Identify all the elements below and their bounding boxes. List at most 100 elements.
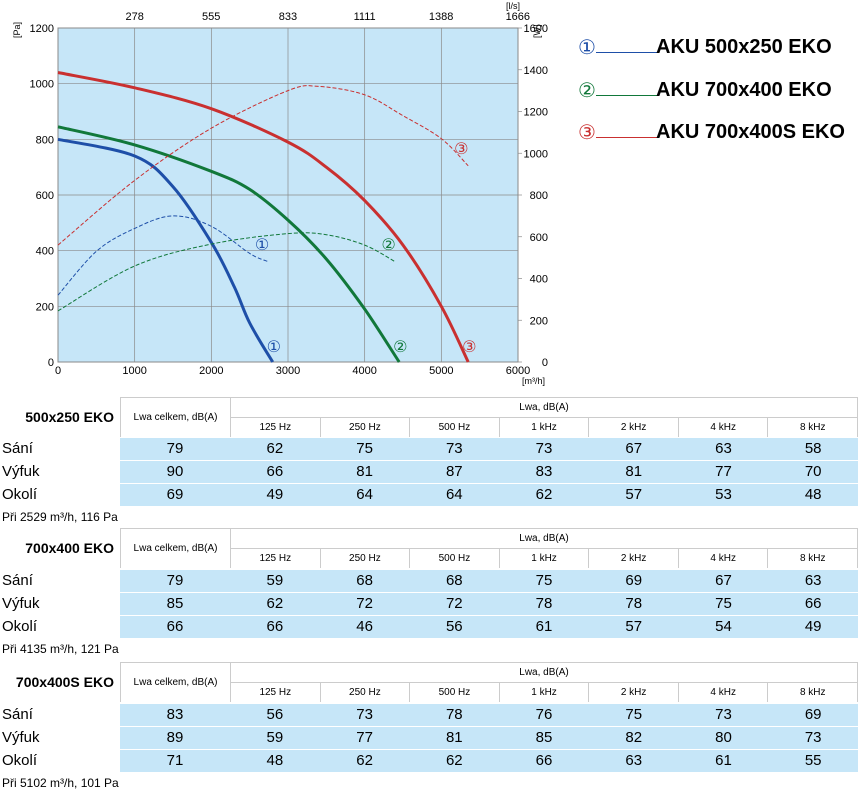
legend-item-series-3: ③ AKU 700x400S EKO — [578, 120, 866, 150]
band-cell: 75 — [625, 706, 643, 723]
freq-header: 8 kHz — [767, 548, 859, 568]
power-curve-series-3 — [57, 85, 469, 246]
x-tick-label: 0 — [55, 365, 61, 377]
y-left-tick-label: 0 — [48, 357, 54, 369]
band-cell: 81 — [625, 463, 643, 480]
y-right-tick-label: 200 — [530, 315, 548, 327]
band-cell: 73 — [535, 440, 553, 457]
row-label: Okolí — [2, 618, 38, 635]
y-left-tick-label: 400 — [36, 246, 54, 258]
y-right-tick-label: 400 — [530, 274, 548, 286]
x-tick-label: 2000 — [199, 365, 223, 377]
total-cell: 79 — [166, 572, 184, 589]
pressure-curve-marker-1: ① — [267, 339, 281, 356]
freq-header: 2 kHz — [588, 682, 678, 702]
y-right-tick-label: 1000 — [524, 148, 548, 160]
freq-header: 125 Hz — [230, 682, 320, 702]
total-level-header: Lwa celkem, dB(A) — [120, 397, 230, 437]
operating-point-note: Při 2529 m³/h, 116 Pa — [2, 510, 118, 524]
band-cell: 48 — [266, 752, 284, 769]
freq-header: 4 kHz — [677, 417, 768, 437]
x-tick-label: 6000 — [506, 365, 530, 377]
x-top-tick-label: 555 — [202, 11, 220, 23]
band-cell: 82 — [625, 729, 643, 746]
band-cell: 62 — [445, 752, 463, 769]
band-cell: 57 — [625, 486, 643, 503]
legend-swatch-3 — [596, 137, 658, 138]
band-cell: 70 — [804, 463, 822, 480]
band-cell: 55 — [804, 752, 822, 769]
table-row: Výfuk 90 66 81 87 83 81 77 70 — [0, 461, 858, 483]
band-cell: 67 — [715, 572, 732, 589]
table-title: 700x400 EKO — [25, 540, 114, 556]
legend-label-3: AKU 700x400S EKO — [656, 121, 845, 143]
freq-header: 1 kHz — [498, 548, 589, 568]
row-label: Výfuk — [2, 463, 40, 480]
band-cell: 80 — [715, 729, 732, 746]
y-left-tick-label: 200 — [36, 301, 54, 313]
legend-swatch-1 — [596, 52, 658, 53]
table-row: Sání 79 62 75 73 73 67 63 58 — [0, 438, 858, 460]
x-top-unit-label: [l/s] — [506, 1, 520, 11]
band-cell: 57 — [625, 618, 643, 635]
band-cell: 63 — [625, 752, 643, 769]
y-right-unit-label: [W] — [532, 25, 542, 39]
total-cell: 83 — [166, 706, 184, 723]
y-right-tick-label: 600 — [530, 232, 548, 244]
band-cell: 49 — [804, 618, 822, 635]
power-curve-series-1 — [57, 215, 270, 296]
power-curve-series-2 — [57, 232, 396, 312]
x-top-tick-label: 1666 — [506, 11, 530, 23]
band-cell: 77 — [356, 729, 373, 746]
x-tick-label: 1000 — [122, 365, 146, 377]
band-cell: 68 — [445, 572, 463, 589]
freq-header: 250 Hz — [319, 417, 410, 437]
freq-header: 500 Hz — [409, 682, 499, 702]
freq-header: 500 Hz — [409, 548, 499, 568]
total-cell: 85 — [166, 595, 184, 612]
band-cell: 78 — [625, 595, 643, 612]
row-label: Výfuk — [2, 595, 40, 612]
band-cell: 53 — [715, 486, 732, 503]
table-title: 500x250 EKO — [25, 409, 114, 425]
band-cell: 49 — [266, 486, 284, 503]
table-row: Sání 83 56 73 78 76 75 73 69 — [0, 704, 858, 726]
band-cell: 69 — [625, 572, 643, 589]
legend-label-1: AKU 500x250 EKO — [656, 36, 832, 58]
band-cell: 85 — [535, 729, 553, 746]
freq-header: 8 kHz — [767, 417, 859, 437]
freq-header: 2 kHz — [588, 417, 678, 437]
freq-header: 500 Hz — [409, 417, 499, 437]
freq-header: 4 kHz — [677, 548, 768, 568]
row-label: Okolí — [2, 752, 38, 769]
band-level-header: Lwa, dB(A) — [230, 662, 858, 682]
band-cell: 75 — [535, 572, 553, 589]
band-cell: 87 — [445, 463, 463, 480]
band-cell: 63 — [804, 572, 822, 589]
legend-item-series-1: ① AKU 500x250 EKO — [578, 35, 866, 65]
legend-item-series-2: ② AKU 700x400 EKO — [578, 78, 866, 108]
power-curve-marker-3: ③ — [454, 141, 468, 158]
x-top-tick-label: 1111 — [354, 11, 376, 23]
band-cell: 76 — [535, 706, 553, 723]
x-bottom-unit-label: [m³/h] — [522, 376, 545, 386]
band-cell: 48 — [804, 486, 822, 503]
legend-swatch-2 — [596, 95, 658, 96]
freq-header: 4 kHz — [677, 682, 768, 702]
y-right-tick-label: 1400 — [524, 65, 548, 77]
band-cell: 62 — [356, 752, 373, 769]
legend-marker-1: ① — [578, 35, 596, 59]
row-label: Sání — [2, 706, 33, 723]
band-cell: 64 — [356, 486, 373, 503]
freq-header: 125 Hz — [230, 548, 320, 568]
total-level-header: Lwa celkem, dB(A) — [120, 528, 230, 568]
table-row: Okolí 66 66 46 56 61 57 54 49 — [0, 616, 858, 638]
pressure-curve-series-3 — [57, 71, 470, 363]
x-top-tick-label: 278 — [126, 11, 144, 23]
band-cell: 73 — [445, 440, 463, 457]
row-label: Sání — [2, 572, 33, 589]
band-cell: 77 — [715, 463, 732, 480]
total-cell: 79 — [166, 440, 184, 457]
power-curve-marker-1: ① — [255, 237, 269, 254]
y-right-tick-label: 1600 — [524, 23, 548, 35]
